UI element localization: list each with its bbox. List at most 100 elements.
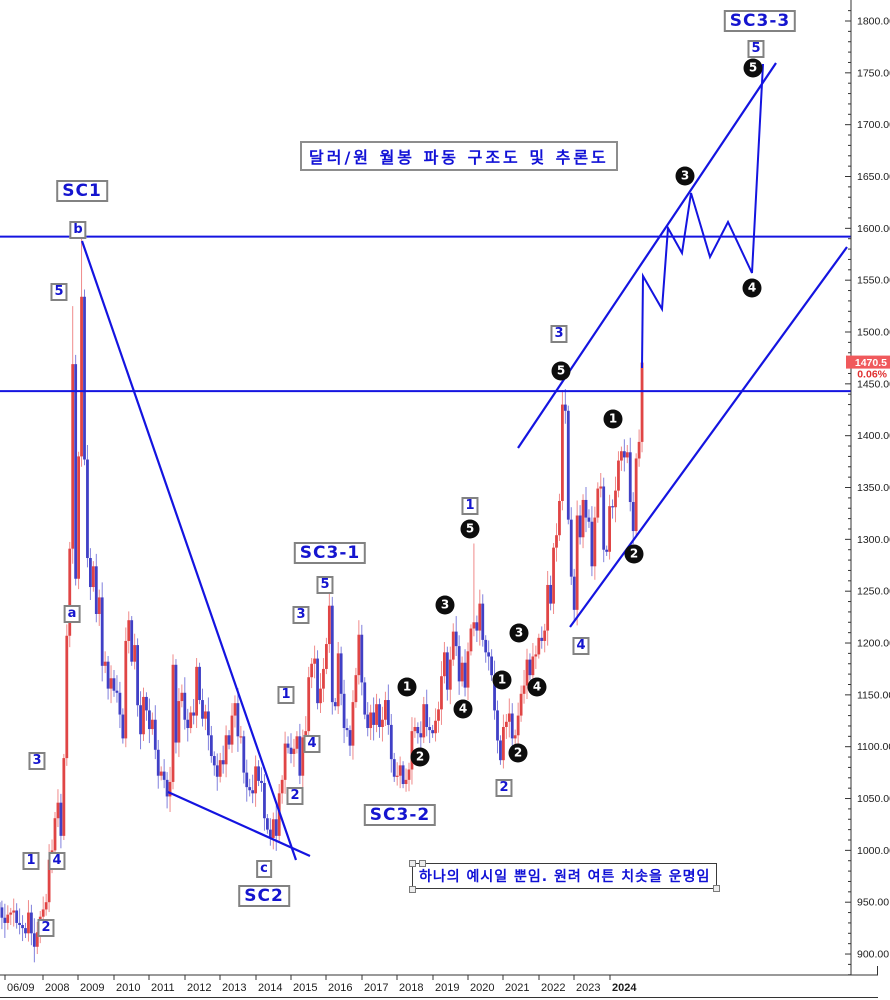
wave-label-3[interactable]: 3 bbox=[292, 606, 310, 624]
candle bbox=[395, 762, 399, 786]
wave-label-3[interactable]: 3 bbox=[550, 325, 568, 343]
wave-label-4[interactable]: 4 bbox=[303, 735, 321, 753]
candle bbox=[563, 389, 567, 424]
wave-label-5[interactable]: 5 bbox=[747, 40, 765, 58]
wave-circle-3[interactable]: 3 bbox=[509, 623, 529, 643]
time-axis[interactable]: 06/09 2008 2009 2010 2011 2012 2013 2014 2015 201… bbox=[0, 966, 878, 998]
candle bbox=[77, 451, 80, 590]
wave-circle-1[interactable]: 1 bbox=[492, 670, 512, 690]
sc2-base-line[interactable] bbox=[167, 790, 311, 858]
price-axis[interactable]: 900.00 950.00 1000.00 1050.00 1100.00 1150.00… bbox=[845, 0, 890, 976]
wave-label-5[interactable]: 5 bbox=[50, 283, 68, 301]
candle bbox=[351, 690, 355, 760]
wave-circle-3[interactable]: 3 bbox=[435, 595, 455, 615]
last-price-badge-bg bbox=[846, 355, 890, 369]
candle bbox=[614, 476, 617, 523]
wave-circle-4[interactable]: 4 bbox=[453, 699, 473, 719]
wave-label-sc3-1[interactable]: SC3-1 bbox=[293, 542, 367, 564]
wave-label-b[interactable]: b bbox=[69, 221, 87, 239]
wave-circle-1[interactable]: 1 bbox=[397, 677, 417, 697]
sc1-downtrend-line[interactable] bbox=[80, 240, 298, 861]
candle bbox=[454, 616, 458, 656]
candle bbox=[637, 429, 641, 467]
wave-label-1[interactable]: 1 bbox=[277, 686, 295, 704]
candle bbox=[103, 651, 107, 674]
candle bbox=[56, 789, 60, 828]
horizontal-level-lines[interactable] bbox=[0, 235, 851, 393]
note-text-object[interactable]: 하나의 예시일 뿐임. 원려 여튼 치솟을 운명임 bbox=[409, 860, 721, 893]
wave-label-4[interactable]: 4 bbox=[572, 637, 590, 655]
candle bbox=[30, 904, 33, 946]
candle bbox=[339, 646, 343, 706]
candle bbox=[162, 759, 166, 789]
wave-circle-2[interactable]: 2 bbox=[508, 743, 528, 763]
candle bbox=[510, 703, 514, 746]
candle bbox=[83, 289, 86, 466]
wave-circle-5[interactable]: 5 bbox=[551, 361, 571, 381]
candle bbox=[32, 918, 36, 963]
candle bbox=[457, 635, 461, 695]
wave-circle-4[interactable]: 4 bbox=[742, 278, 762, 298]
candle bbox=[392, 752, 396, 782]
candle bbox=[121, 708, 125, 744]
wave-circle-2[interactable]: 2 bbox=[624, 544, 644, 564]
wave-circle-3[interactable]: 3 bbox=[675, 166, 695, 186]
selection-handle[interactable] bbox=[409, 886, 416, 893]
wave-circle-5[interactable]: 5 bbox=[743, 58, 763, 78]
forecast-zigzag-path[interactable] bbox=[641, 63, 764, 369]
candle bbox=[257, 760, 260, 787]
channel-lower-line[interactable] bbox=[569, 246, 848, 628]
time-axis-label: 2014 bbox=[258, 982, 282, 994]
wave-label-c[interactable]: c bbox=[256, 860, 272, 878]
wave-label-sc2[interactable]: SC2 bbox=[238, 885, 290, 907]
wave-circle-5[interactable]: 5 bbox=[460, 519, 480, 539]
time-axis-label: 2018 bbox=[399, 982, 423, 994]
wave-label-sc3-2[interactable]: SC3-2 bbox=[363, 804, 437, 826]
candle bbox=[322, 658, 325, 703]
candle bbox=[145, 692, 148, 721]
wave-circle-2[interactable]: 2 bbox=[410, 747, 430, 767]
candle bbox=[3, 903, 7, 938]
candle bbox=[159, 766, 163, 781]
selection-handle[interactable] bbox=[713, 885, 721, 892]
candle bbox=[330, 596, 334, 715]
wave-label-2[interactable]: 2 bbox=[286, 787, 304, 805]
candle bbox=[21, 915, 24, 942]
wave-label-2[interactable]: 2 bbox=[37, 919, 55, 937]
candle bbox=[248, 778, 252, 797]
wave-label-sc3-3[interactable]: SC3-3 bbox=[723, 10, 797, 32]
chart-title[interactable]: 달러/원 월봉 파동 구조도 및 추론도 bbox=[300, 141, 618, 171]
candle bbox=[218, 752, 222, 783]
forecast-wave-path[interactable] bbox=[641, 63, 764, 369]
candle bbox=[413, 717, 417, 738]
candle bbox=[487, 640, 491, 671]
change-percent: 0.06% bbox=[857, 369, 887, 381]
price-axis-label: 1000.00 bbox=[857, 845, 890, 857]
selection-handle[interactable] bbox=[419, 860, 426, 867]
candle bbox=[348, 725, 352, 757]
candle bbox=[466, 642, 470, 701]
wave-label-1[interactable]: 1 bbox=[461, 497, 479, 515]
wave-label-4[interactable]: 4 bbox=[48, 852, 66, 870]
time-axis-label: 2009 bbox=[80, 982, 104, 994]
wave-label-a[interactable]: a bbox=[63, 605, 81, 623]
wave-label-sc1[interactable]: SC1 bbox=[56, 180, 108, 202]
candle bbox=[540, 626, 544, 649]
trendlines[interactable] bbox=[80, 62, 848, 861]
wave-circle-1[interactable]: 1 bbox=[603, 409, 623, 429]
selection-handle[interactable] bbox=[409, 860, 416, 867]
candle bbox=[215, 753, 219, 791]
wave-label-2[interactable]: 2 bbox=[495, 779, 513, 797]
candle bbox=[434, 708, 437, 742]
candle bbox=[546, 570, 550, 646]
wave-label-3[interactable]: 3 bbox=[28, 752, 46, 770]
wave-circle-4[interactable]: 4 bbox=[527, 677, 547, 697]
candle bbox=[416, 722, 420, 744]
candle bbox=[581, 494, 585, 549]
wave-label-5[interactable]: 5 bbox=[316, 576, 334, 594]
wave-label-1[interactable]: 1 bbox=[22, 852, 40, 870]
channel-upper-line[interactable] bbox=[517, 62, 777, 449]
candle bbox=[153, 705, 157, 760]
candle bbox=[561, 390, 564, 511]
